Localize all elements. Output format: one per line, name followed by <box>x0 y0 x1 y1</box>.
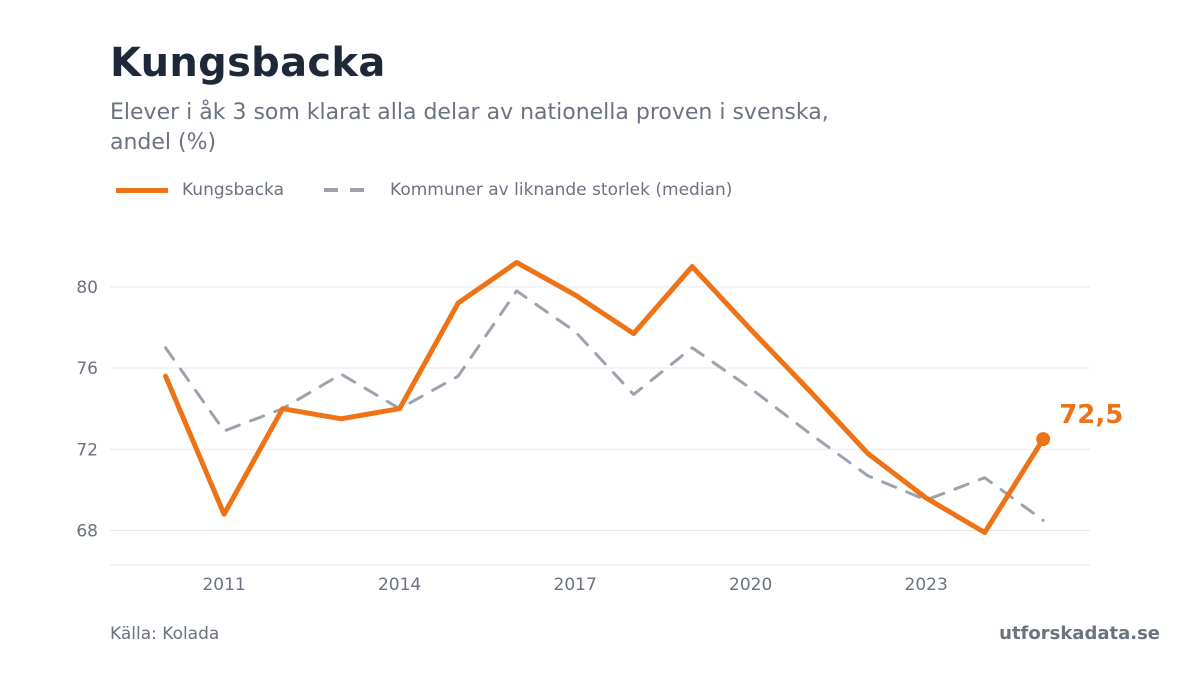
x-tick-label: 2020 <box>729 575 772 595</box>
series-line-median <box>164 289 1045 522</box>
legend: Kungsbacka Kommuner av liknande storlek … <box>116 178 772 202</box>
grid-lines <box>110 286 1090 566</box>
x-tick-label: 2017 <box>554 575 597 595</box>
x-tick-label: 2011 <box>202 575 245 595</box>
brand-link[interactable]: utforskadata.se <box>999 623 1160 644</box>
legend-label-median: Kommuner av liknande storlek (median) <box>390 180 733 200</box>
x-tick-label: 2023 <box>905 575 948 595</box>
x-tick-label: 2014 <box>378 575 421 595</box>
legend-swatch-solid <box>116 187 168 193</box>
legend-swatch-dashed <box>324 188 377 192</box>
legend-label-kungsbacka: Kungsbacka <box>182 180 285 200</box>
end-value-label: 72,5 <box>1059 400 1123 430</box>
legend-item-kungsbacka: Kungsbacka <box>116 180 284 200</box>
series-line-kungsbacka <box>163 259 1046 536</box>
y-tick-label: 80 <box>76 278 98 298</box>
end-point-marker <box>1036 432 1051 447</box>
y-tick-label: 76 <box>76 359 98 379</box>
chart-subtitle: Elever i åk 3 som klarat alla delar av n… <box>110 100 829 155</box>
chart-title: Kungsbacka <box>110 40 386 86</box>
legend-item-median: Kommuner av liknande storlek (median) <box>324 180 732 200</box>
y-tick-label: 68 <box>76 521 98 541</box>
source-note: Källa: Kolada <box>110 624 220 644</box>
y-tick-label: 72 <box>76 440 98 460</box>
tick-labels: 68 72 76 80 2011 2014 2017 2020 2023 <box>76 278 947 595</box>
series-lines: 72,5 <box>163 259 1123 536</box>
